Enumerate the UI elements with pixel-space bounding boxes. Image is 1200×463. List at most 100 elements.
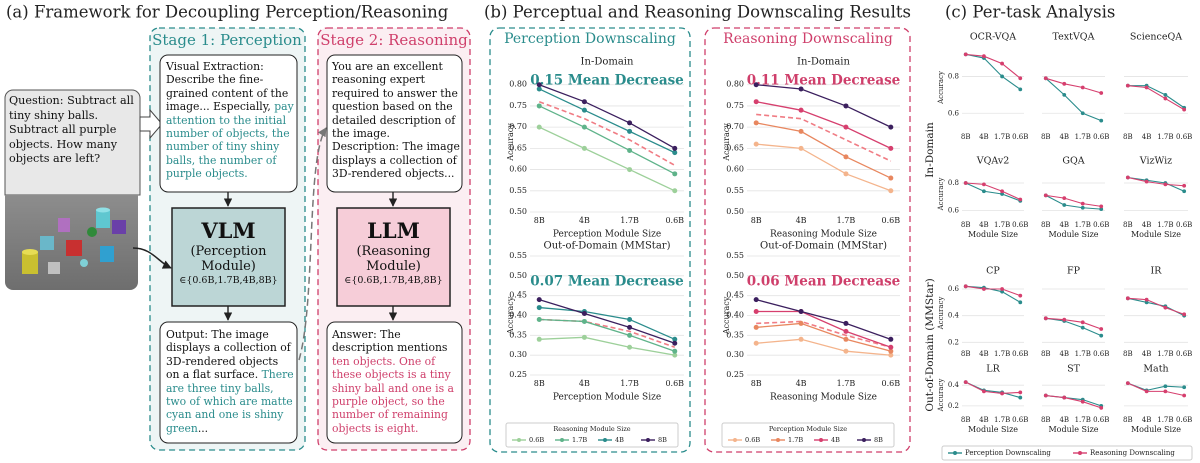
series-line xyxy=(756,299,892,340)
point xyxy=(753,324,759,330)
x-tick-label: 0.6B xyxy=(1012,416,1028,424)
point xyxy=(1080,85,1085,90)
group-title: Perception Downscaling xyxy=(504,31,676,47)
series-line xyxy=(1045,77,1102,122)
y-axis-label: Accuracy xyxy=(506,123,515,162)
point xyxy=(1000,289,1004,294)
y-tick-label: 0.35 xyxy=(726,330,744,339)
point xyxy=(1182,393,1187,398)
point xyxy=(627,344,633,350)
x-tick-label: 1.7B xyxy=(1075,221,1091,229)
point xyxy=(672,340,678,346)
x-tick-label: 1.7B xyxy=(994,221,1010,229)
point xyxy=(581,124,587,130)
series-line xyxy=(756,322,891,352)
label: Visual Extraction: xyxy=(166,60,264,73)
y-tick-label: 0.80 xyxy=(726,80,744,89)
y-tick-label: 0.40 xyxy=(726,311,744,320)
point xyxy=(1000,391,1004,396)
x-tick-label: 8B xyxy=(1041,221,1051,229)
point xyxy=(753,120,759,126)
series-line xyxy=(1127,85,1185,111)
y-tick-label: 0.2 xyxy=(948,402,959,410)
point xyxy=(1182,183,1187,188)
point xyxy=(798,86,804,92)
chart-title: ScienceQA xyxy=(1130,32,1182,43)
annotation: 0.11 Mean Decrease xyxy=(747,73,901,89)
legend-marker xyxy=(819,438,823,442)
point xyxy=(1125,83,1130,88)
legend-title: Perception Module Size xyxy=(769,425,847,433)
question-text: Question: Subtract all tiny shiny balls.… xyxy=(9,94,134,165)
point xyxy=(1163,384,1168,389)
point xyxy=(672,171,678,177)
series-line xyxy=(1045,394,1102,407)
series-line xyxy=(539,299,675,344)
point xyxy=(536,336,542,342)
question-box xyxy=(4,89,141,196)
row-label: In-Domain xyxy=(924,122,936,178)
x-tick-label: 8B xyxy=(961,416,971,424)
series-line xyxy=(538,105,676,175)
x-tick-label: 0.6B xyxy=(665,379,684,388)
point xyxy=(1163,305,1168,310)
output-box xyxy=(159,321,298,444)
x-tick-label: 4B xyxy=(1142,133,1152,141)
y-tick-label: 0.55 xyxy=(726,186,744,195)
x-tick-label: 8B xyxy=(1041,133,1051,141)
annotation: 0.15 Mean Decrease xyxy=(530,73,684,89)
chart-title: GQA xyxy=(1062,156,1084,167)
chart-title: Math xyxy=(1143,364,1168,375)
legend-marker xyxy=(646,438,650,442)
series-line xyxy=(539,84,676,149)
legend-marker xyxy=(1078,451,1082,455)
y-tick-label: 0.50 xyxy=(509,271,527,280)
point xyxy=(1018,87,1023,92)
point xyxy=(1080,205,1085,210)
series-line xyxy=(538,126,676,192)
x-tick-label: 8B xyxy=(1041,350,1051,358)
point xyxy=(627,324,633,330)
x-tick-label: 1.7B xyxy=(1075,133,1091,141)
point xyxy=(982,189,986,194)
legend-marker xyxy=(517,438,521,442)
x-tick-label: 4B xyxy=(979,133,989,141)
point xyxy=(843,154,849,160)
stage2-label: Stage 2: Reasoning xyxy=(320,31,468,49)
annotation: 0.06 Mean Decrease xyxy=(747,274,901,290)
point xyxy=(1163,92,1168,97)
x-axis-label: Reasoning Module Size xyxy=(770,393,877,403)
y-tick-label: 0.65 xyxy=(726,143,744,152)
point xyxy=(753,309,759,315)
x-tick-label: 4B xyxy=(1059,416,1069,424)
point xyxy=(843,328,849,334)
point xyxy=(581,334,587,340)
point xyxy=(536,124,542,130)
x-tick-label: 1.7B xyxy=(620,216,639,225)
panel-c-title: (c) Per-task Analysis xyxy=(945,3,1115,22)
series-line xyxy=(539,306,676,340)
y-tick-label: 0.50 xyxy=(726,207,744,216)
y-axis-label: Accuracy xyxy=(506,296,515,335)
x-axis-label: Module Size xyxy=(968,425,1018,434)
point xyxy=(963,52,968,57)
x-tick-label: 4B xyxy=(796,379,807,388)
panel-b-title: (b) Perceptual and Reasoning Downscaling… xyxy=(484,3,911,22)
point xyxy=(982,182,986,187)
y-tick-label: 0.6 xyxy=(948,109,960,117)
chart-title: TextVQA xyxy=(1053,32,1095,43)
legend-label: 0.6B xyxy=(529,436,544,444)
x-tick-label: 8B xyxy=(1123,416,1133,424)
y-tick-label: 0.75 xyxy=(509,101,527,110)
x-tick-label: 1.7B xyxy=(994,133,1010,141)
point xyxy=(536,316,542,322)
point xyxy=(963,284,968,289)
point xyxy=(798,128,804,134)
legend-label: 4B xyxy=(831,436,840,444)
text: Describe the fine-grained content of the… xyxy=(166,73,289,114)
x-tick-label: 8B xyxy=(961,221,971,229)
legend-marker xyxy=(560,438,564,442)
y-axis-label: Accuracy xyxy=(722,123,731,162)
text: Answer: The description mentions xyxy=(332,328,448,355)
